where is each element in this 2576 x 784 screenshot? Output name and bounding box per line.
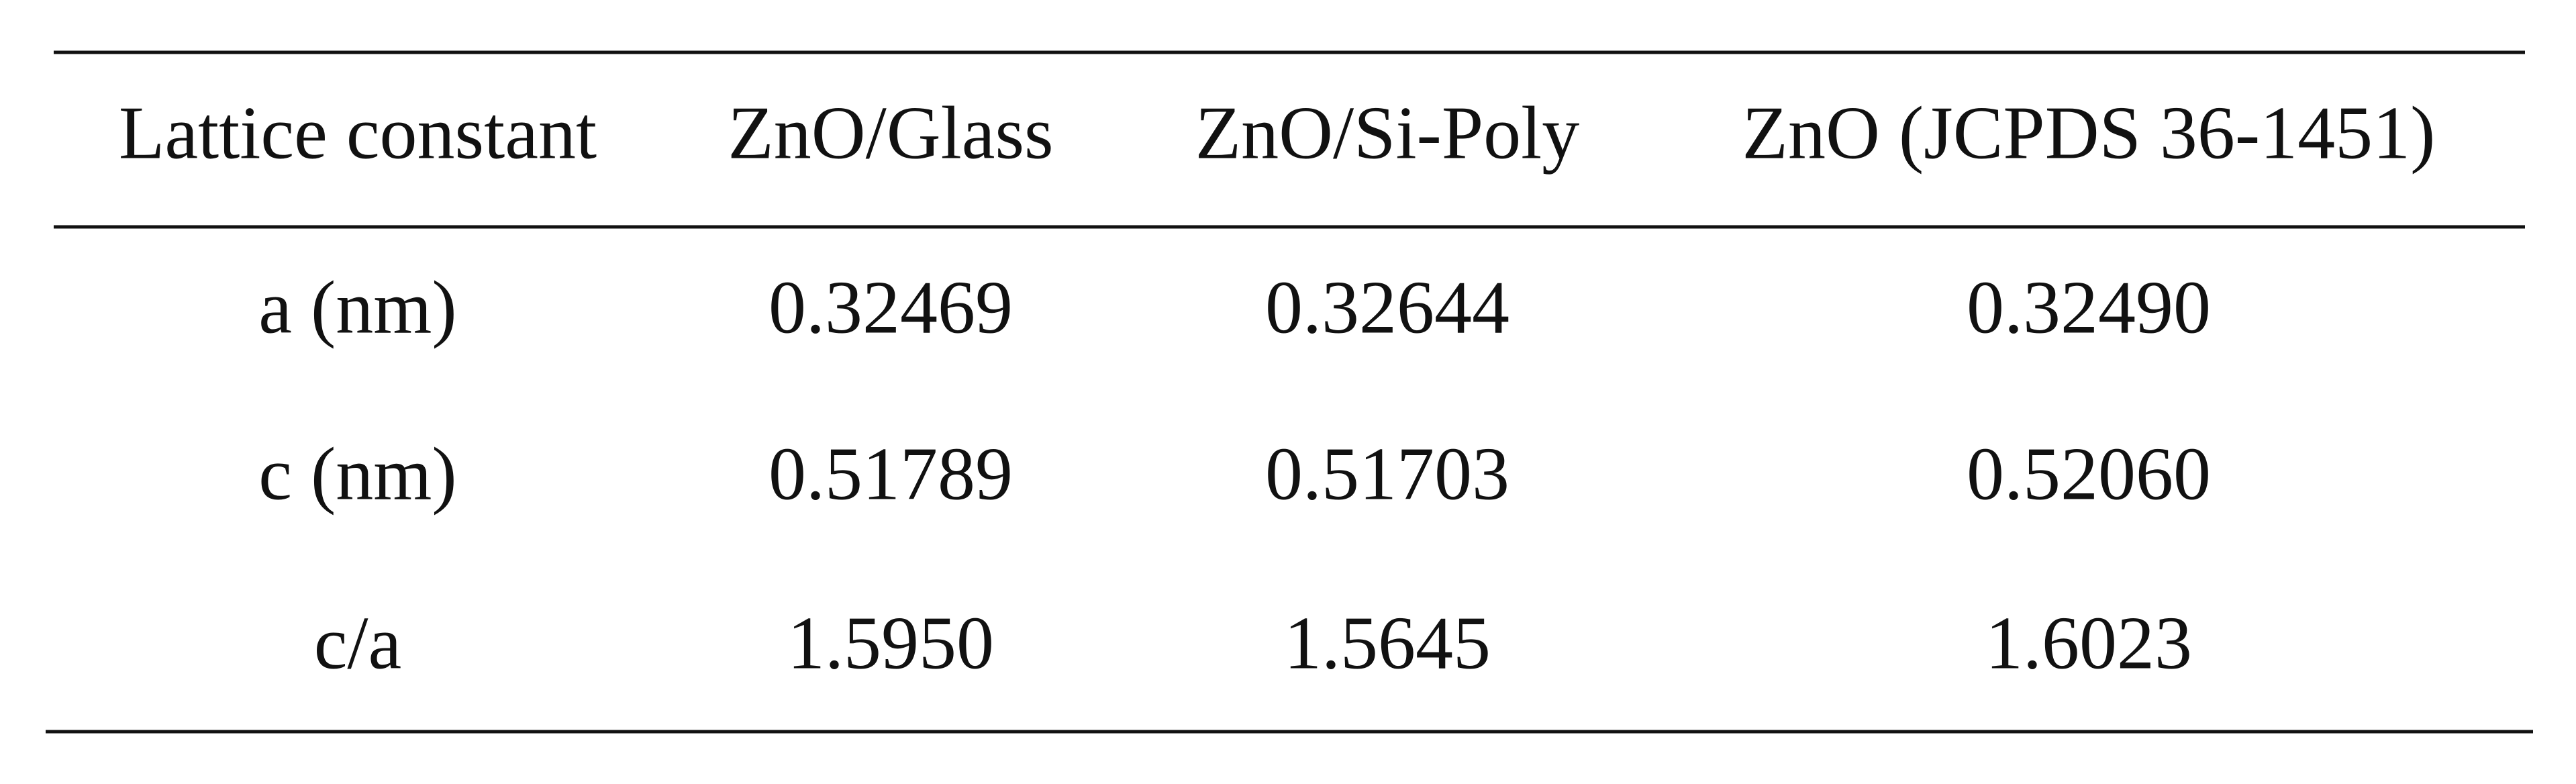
cell: 1.5950 — [787, 602, 994, 685]
cell: 0.32469 — [769, 266, 1013, 350]
row-label: c/a — [314, 602, 402, 685]
header-cell: ZnO/Glass — [728, 92, 1053, 175]
cell: 1.5645 — [1284, 602, 1491, 685]
cell: 0.32644 — [1265, 266, 1509, 350]
cell: 0.51703 — [1265, 433, 1509, 516]
cell: 0.32490 — [1967, 266, 2211, 350]
row-label: c (nm) — [258, 433, 456, 516]
header-cell: ZnO (JCPDS 36-1451) — [1742, 92, 2436, 175]
header-cell: ZnO/Si-Poly — [1195, 92, 1580, 175]
cell: 1.6023 — [1985, 602, 2192, 685]
row-label: a (nm) — [258, 266, 456, 350]
header-cell: Lattice constant — [119, 92, 597, 175]
cell: 0.51789 — [769, 433, 1013, 516]
cell: 0.52060 — [1967, 433, 2211, 516]
